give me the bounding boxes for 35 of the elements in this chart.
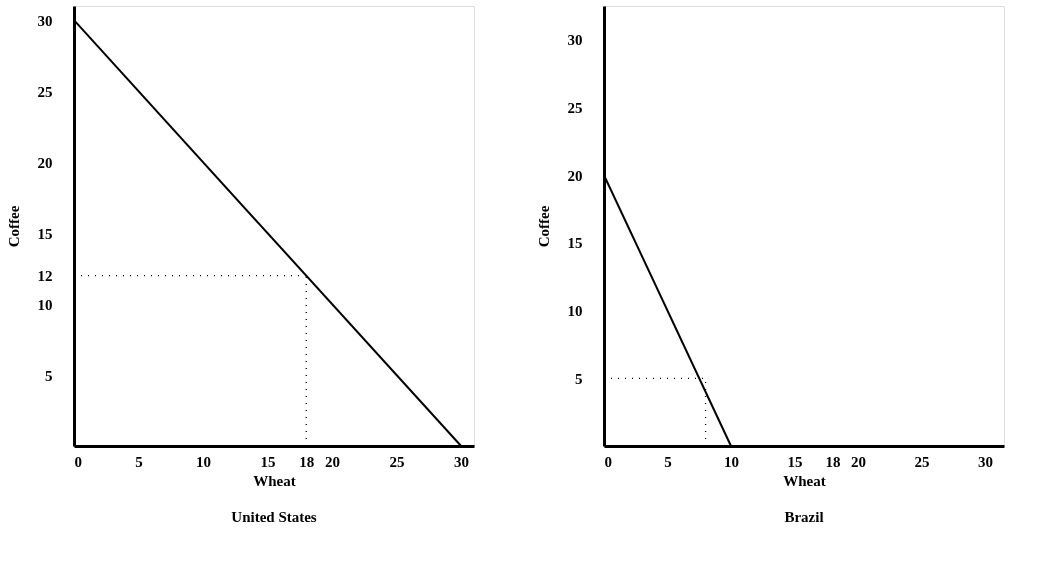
x-tick-label: 10: [723, 453, 739, 470]
x-tick-label: 5: [664, 453, 672, 470]
y-tick-label: 30: [567, 32, 583, 49]
x-tick-label: 5: [135, 453, 143, 470]
x-tick-label: 15: [260, 453, 276, 470]
y-tick-label: 15: [37, 225, 53, 242]
y-axis-title: Coffee: [5, 205, 22, 248]
y-axis-title: Coffee: [535, 205, 552, 248]
y-tick-label: 20: [567, 167, 583, 184]
x-tick-label: 15: [787, 453, 803, 470]
y-tick-label: 15: [567, 235, 583, 252]
y-tick-label: 12: [37, 268, 53, 285]
y-tick-label: 10: [567, 303, 583, 320]
x-tick-label: 0: [74, 453, 82, 470]
y-tick-label: 5: [575, 370, 583, 387]
x-tick-label: 25: [914, 453, 930, 470]
y-tick-label: 10: [37, 296, 53, 313]
y-tick-label: 25: [567, 100, 583, 117]
x-axis-title: Wheat: [253, 472, 296, 489]
x-axis-title: Wheat: [783, 472, 826, 489]
x-tick-label: 10: [196, 453, 212, 470]
x-tick-label: 0: [604, 453, 612, 470]
text: United States: [231, 509, 317, 525]
x-tick-label: 30: [977, 453, 993, 470]
x-tick-label: 18: [825, 453, 841, 470]
x-tick-label: 30: [454, 453, 470, 470]
y-tick-label: 25: [37, 83, 53, 100]
x-tick-label: 18: [299, 453, 315, 470]
y-tick-label: 5: [45, 367, 53, 384]
x-tick-label: 20: [325, 453, 341, 470]
x-tick-label: 25: [389, 453, 405, 470]
text: Brazil: [784, 509, 824, 525]
x-tick-label: 20: [850, 453, 866, 470]
y-tick-label: 30: [37, 12, 53, 29]
y-tick-label: 20: [37, 154, 53, 171]
